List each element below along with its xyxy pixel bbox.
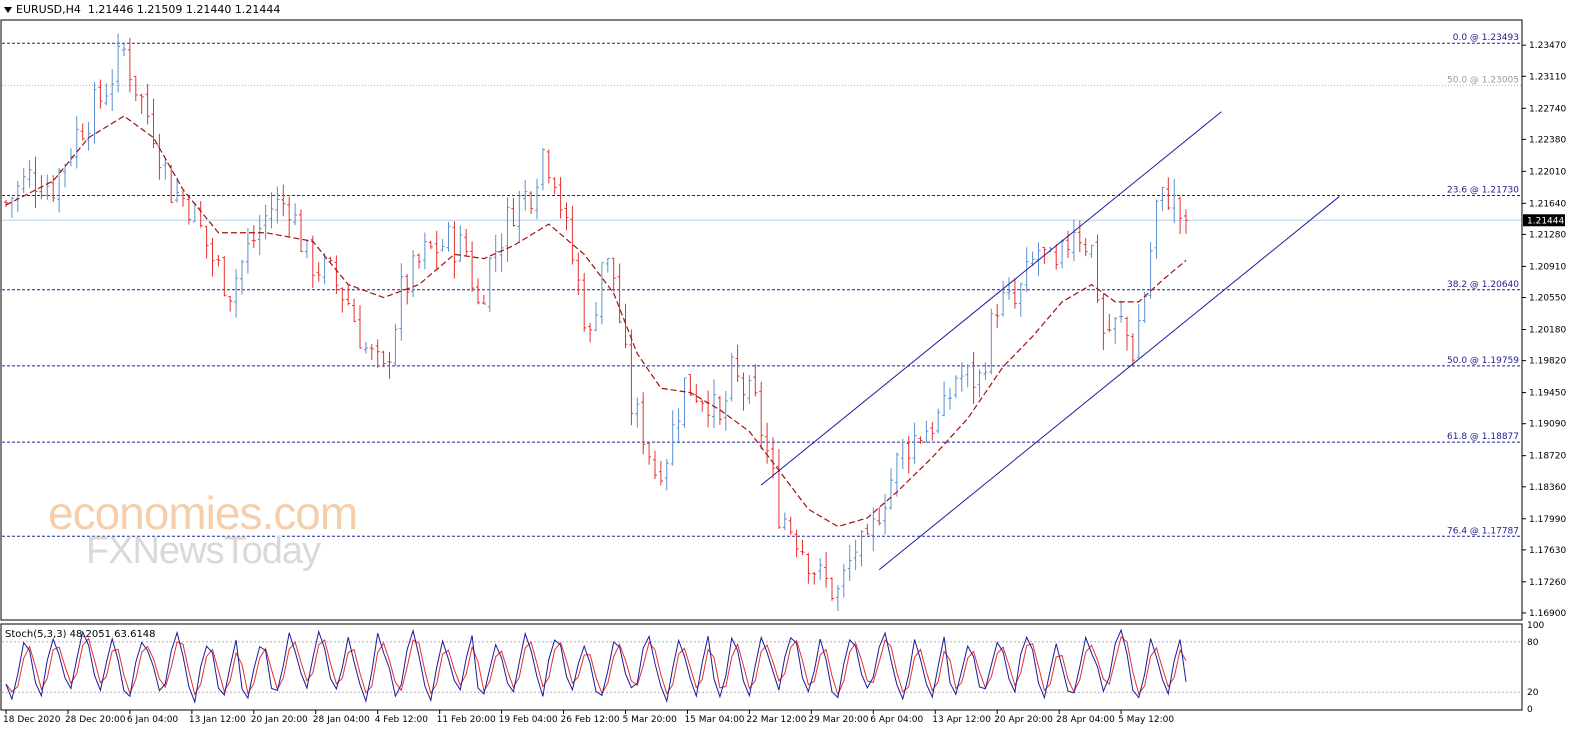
symbol-label: EURUSD,H4 — [16, 3, 81, 16]
time-axis: 18 Dec 2020 28 Dec 20:00 6 Jan 04:00 13 Jan… — [3, 710, 1174, 725]
price-tick-label: 1.20910 — [1529, 262, 1566, 272]
price-axis: 1.23470 1.23110 1.22740 1.22380 1.22010 1.216… — [1522, 41, 1566, 619]
channel-layer — [760, 111, 1340, 571]
price-tick-label: 1.19450 — [1529, 389, 1566, 399]
ohlc-label: 1.21446 1.21509 1.21440 1.21444 — [87, 3, 281, 16]
stochastic-label: Stoch(5,3,3) 48.2051 63.6148 — [5, 629, 156, 640]
time-tick-label: 28 Jan 04:00 — [313, 715, 370, 725]
price-tick-label: 1.20180 — [1529, 326, 1566, 336]
price-tick-label: 1.21280 — [1529, 230, 1566, 240]
channel-upper-line — [760, 111, 1222, 486]
time-tick-label: 19 Feb 04:00 — [499, 715, 558, 725]
fibonacci-layer: 0.0 @ 1.23493 50.0 @ 1.23005 23.6 @ 1.2173… — [2, 33, 1521, 537]
watermark-economies: economies.com — [48, 487, 358, 539]
dropdown-triangle-icon[interactable] — [4, 7, 12, 13]
time-tick-label: 26 Feb 12:00 — [561, 715, 620, 725]
fib-level-label: 50.0 @ 1.23005 — [1447, 75, 1519, 85]
time-tick-label: 29 Mar 20:00 — [808, 715, 868, 725]
time-tick-label: 4 Feb 12:00 — [375, 715, 429, 725]
time-tick-label: 6 Jan 04:00 — [127, 715, 179, 725]
time-tick-label: 5 Mar 20:00 — [623, 715, 678, 725]
chart-header: EURUSD,H4 1.21446 1.21509 1.21440 1.2144… — [4, 3, 280, 16]
time-tick-label: 20 Apr 20:00 — [994, 715, 1053, 725]
price-tick-label: 1.18720 — [1529, 452, 1566, 462]
time-tick-label: 13 Jan 12:00 — [189, 715, 246, 725]
candles-layer — [4, 33, 1188, 612]
watermark-fxnewstoday: FXNewsToday — [86, 530, 321, 572]
moving-average-layer — [5, 115, 1187, 528]
price-tick-label: 1.23110 — [1529, 72, 1566, 82]
price-tick-label: 1.22010 — [1529, 167, 1566, 177]
stoch-signal-line — [5, 636, 1187, 697]
current-price-tag-label: 1.21444 — [1527, 216, 1564, 226]
price-panel — [0, 19, 1523, 621]
current-price-tag — [1523, 214, 1565, 227]
price-tick-label: 1.18360 — [1529, 483, 1566, 493]
stoch-main-line — [5, 628, 1187, 704]
fib-level-label: 50.0 @ 1.19759 — [1447, 356, 1519, 366]
stochastic-layer: 100 80 20 0 — [2, 621, 1544, 715]
time-tick-label: 11 Feb 20:00 — [437, 715, 496, 725]
fib-level-label: 23.6 @ 1.21730 — [1447, 186, 1519, 196]
price-tick-label: 1.19090 — [1529, 420, 1566, 430]
stoch-axis-label: 100 — [1527, 621, 1544, 631]
price-tick-label: 1.22380 — [1529, 135, 1566, 145]
time-tick-label: 13 Apr 12:00 — [932, 715, 991, 725]
fib-level-label: 61.8 @ 1.18877 — [1447, 432, 1519, 442]
price-tick-label: 1.23470 — [1529, 41, 1566, 51]
stoch-axis-label: 0 — [1527, 705, 1533, 715]
time-tick-label: 28 Dec 20:00 — [65, 715, 126, 725]
time-tick-label: 20 Jan 20:00 — [251, 715, 308, 725]
moving-average-line — [5, 115, 1187, 528]
price-tick-label: 1.17990 — [1529, 515, 1566, 525]
stoch-axis-label: 20 — [1527, 688, 1539, 698]
time-tick-label: 15 Mar 04:00 — [684, 715, 744, 725]
price-tick-label: 1.22740 — [1529, 104, 1566, 114]
channel-lower-line — [878, 196, 1340, 571]
price-tick-label: 1.19820 — [1529, 357, 1566, 367]
time-tick-label: 18 Dec 2020 — [3, 715, 61, 725]
price-tick-label: 1.21640 — [1529, 199, 1566, 209]
time-tick-label: 28 Apr 04:00 — [1056, 715, 1115, 725]
time-tick-label: 22 Mar 12:00 — [746, 715, 806, 725]
fib-level-label: 76.4 @ 1.17787 — [1447, 526, 1519, 536]
time-tick-label: 5 May 12:00 — [1118, 715, 1174, 725]
price-tick-label: 1.17630 — [1529, 546, 1566, 556]
price-tick-label: 1.17260 — [1529, 578, 1566, 588]
price-tick-label: 1.20550 — [1529, 294, 1566, 304]
price-tick-label: 1.16900 — [1529, 609, 1566, 619]
fib-level-label: 38.2 @ 1.20640 — [1447, 280, 1519, 290]
stoch-axis-label: 80 — [1527, 638, 1539, 648]
time-tick-label: 6 Apr 04:00 — [870, 715, 923, 725]
fib-level-label: 0.0 @ 1.23493 — [1453, 33, 1519, 43]
